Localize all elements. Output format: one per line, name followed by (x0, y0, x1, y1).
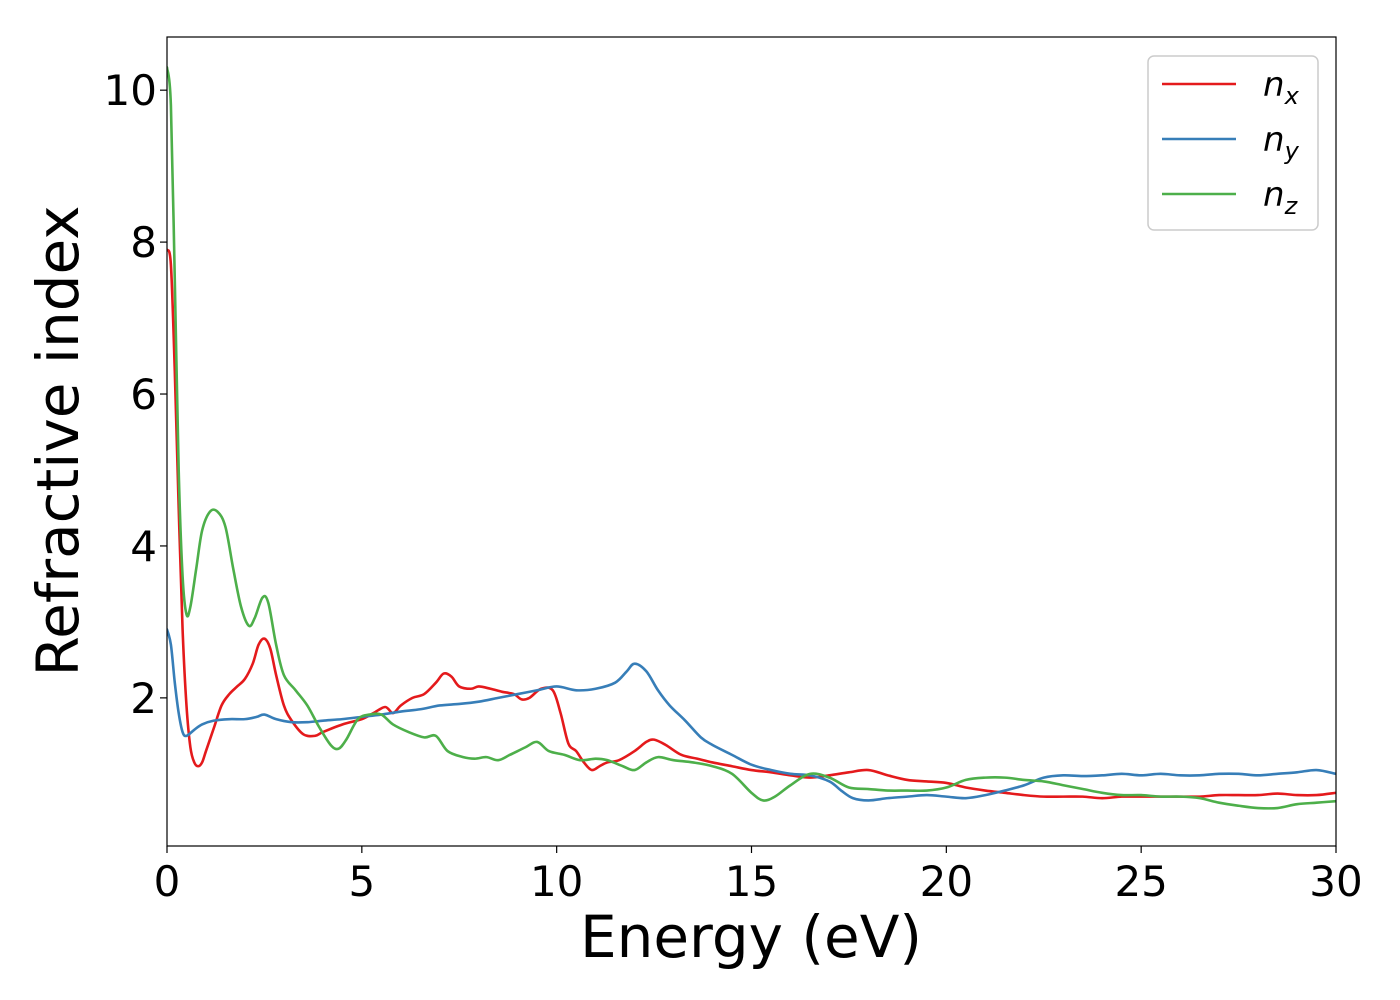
legend-label-nx: nx (1263, 65, 1300, 110)
y-tick-label: 2 (130, 674, 157, 723)
x-tick-label: 25 (1114, 857, 1167, 906)
y-tick-label: 8 (130, 218, 157, 267)
x-tick-label: 10 (530, 857, 583, 906)
legend-label-main: n (1263, 65, 1285, 105)
x-tick-label: 15 (725, 857, 778, 906)
series-layer (167, 66, 1336, 810)
legend-box (1147, 55, 1319, 231)
legend-label-main: n (1263, 175, 1285, 215)
legend-label-subscript: z (1284, 192, 1299, 220)
y-axis-title: Refractive index (24, 205, 92, 676)
legend-label-subscript: y (1284, 137, 1300, 165)
legend-label-ny: ny (1263, 120, 1300, 165)
y-tick-label: 10 (104, 66, 157, 115)
y-tick-label: 4 (130, 522, 157, 571)
x-axis-title: Energy (eV) (580, 903, 922, 971)
legend-label-main: n (1263, 120, 1285, 160)
x-tick-label: 0 (154, 857, 181, 906)
x-tick-label: 20 (920, 857, 973, 906)
series-line-nx (167, 248, 1336, 800)
x-axis-ticks: 0 5 10 15 20 25 30 (154, 846, 1363, 906)
series-line-nz (167, 66, 1336, 810)
y-axis-ticks: 2 4 6 8 10 (104, 66, 167, 723)
legend-label-nz: nz (1263, 175, 1299, 220)
x-tick-label: 5 (348, 857, 375, 906)
x-tick-label: 30 (1309, 857, 1362, 906)
series-line-ny (167, 628, 1336, 802)
y-tick-label: 6 (130, 370, 157, 419)
legend-label-subscript: x (1284, 82, 1300, 110)
